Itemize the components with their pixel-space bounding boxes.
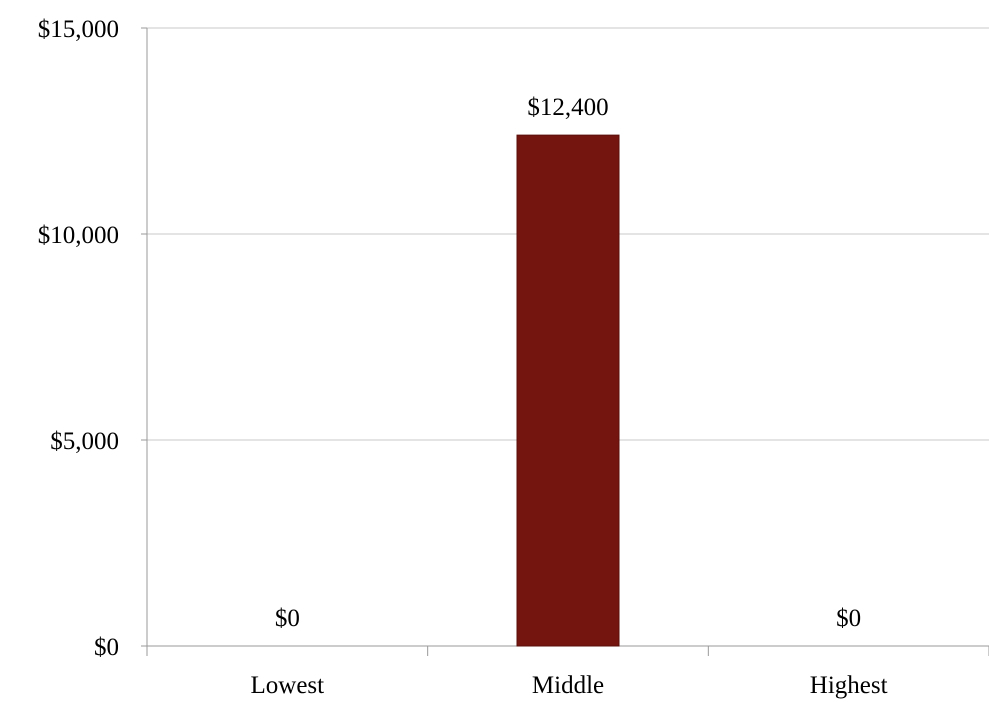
y-tick-label: $15,000 [38, 16, 119, 43]
bars [516, 134, 620, 647]
data-label-highest: $0 [836, 605, 861, 632]
x-tick-label: Highest [810, 672, 888, 699]
labels: $0 $5,000 $10,000 $15,000 $0 Lowest $12,400 Mid… [38, 16, 888, 699]
y-tick-label: $0 [94, 634, 119, 661]
y-tick-label: $10,000 [38, 222, 119, 249]
bar-middle [516, 134, 620, 647]
data-label-lowest: $0 [275, 605, 300, 632]
x-tick-label: Lowest [251, 672, 325, 699]
y-tick-label: $5,000 [50, 428, 119, 455]
data-label-middle: $12,400 [527, 94, 608, 121]
x-tick-label: Middle [532, 672, 604, 699]
